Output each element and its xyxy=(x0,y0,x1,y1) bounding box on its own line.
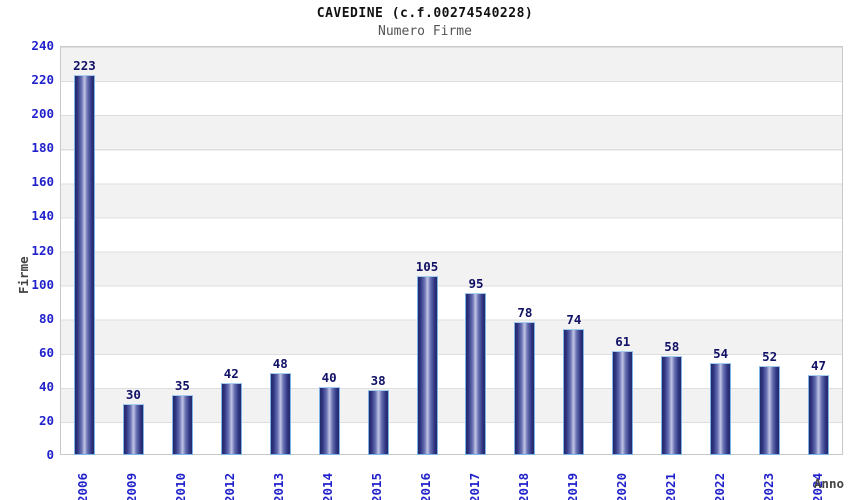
bar-2018 xyxy=(514,322,536,455)
x-tick-label: 2006 xyxy=(75,472,91,500)
bar-value-label: 61 xyxy=(615,334,631,350)
x-tick-label: 2010 xyxy=(173,472,189,500)
x-tick-label: 2012 xyxy=(222,472,238,500)
y-tick-label: 140 xyxy=(31,208,54,224)
bar-value-label: 105 xyxy=(415,259,439,275)
bar-value-label: 38 xyxy=(370,373,386,389)
y-tick-label: 100 xyxy=(31,276,54,292)
x-tick-label: 2015 xyxy=(369,472,385,500)
bar-2012 xyxy=(220,383,242,455)
y-tick-label: 120 xyxy=(31,242,54,258)
y-tick-label: 60 xyxy=(38,344,54,360)
bar-2010 xyxy=(171,395,193,455)
x-tick-label: 2013 xyxy=(271,472,287,500)
x-tick-label: 2023 xyxy=(760,472,776,500)
bar-2017 xyxy=(465,293,487,455)
x-tick-label: 2017 xyxy=(466,472,482,500)
chart-subtitle: Numero Firme xyxy=(378,24,472,39)
bar-2021 xyxy=(661,356,683,455)
y-tick-label: 160 xyxy=(31,174,54,190)
bar-2023 xyxy=(759,366,781,455)
y-tick-label: 40 xyxy=(38,378,54,394)
bar-2015 xyxy=(367,390,389,455)
chart-title: CAVEDINE (c.f.00274540228) xyxy=(316,6,534,21)
bar-value-label: 47 xyxy=(811,357,827,373)
bar-value-label: 58 xyxy=(664,339,680,355)
bar-value-label: 35 xyxy=(174,378,190,394)
bar-value-label: 95 xyxy=(468,276,484,292)
bar-2024 xyxy=(808,374,830,455)
bar-2020 xyxy=(612,351,634,455)
x-tick-label: 2022 xyxy=(711,472,727,500)
x-tick-label: 2020 xyxy=(613,472,629,500)
bar-2019 xyxy=(563,328,585,455)
bar-value-label: 40 xyxy=(321,369,337,385)
bar-value-label: 48 xyxy=(272,356,288,372)
bar-2009 xyxy=(122,403,144,455)
bar-value-label: 74 xyxy=(566,311,582,327)
x-tick-label: 2021 xyxy=(662,472,678,500)
y-tick-label: 0 xyxy=(46,447,54,462)
x-tick-label: 2009 xyxy=(124,472,140,500)
y-tick-label: 20 xyxy=(38,412,54,428)
x-axis-title: Anno xyxy=(813,476,844,491)
bar-2014 xyxy=(318,386,340,455)
x-tick-label: 2018 xyxy=(515,472,531,500)
y-tick-label: 180 xyxy=(31,140,54,156)
bar-value-label: 54 xyxy=(713,345,729,361)
y-tick-label: 200 xyxy=(31,106,54,122)
bar-2022 xyxy=(710,362,732,455)
x-tick-label: 2016 xyxy=(418,472,434,500)
x-tick-label: 2019 xyxy=(564,472,580,500)
bar-value-label: 78 xyxy=(517,305,533,321)
x-tick-label: 2014 xyxy=(320,472,336,500)
y-tick-label: 220 xyxy=(31,72,54,88)
y-tick-label: 80 xyxy=(38,310,54,326)
bar-2016 xyxy=(416,276,438,455)
bar-value-label: 223 xyxy=(73,57,96,73)
y-tick-label: 240 xyxy=(31,38,54,53)
bar-value-label: 42 xyxy=(223,366,239,382)
bar-2013 xyxy=(269,373,291,455)
bar-value-label: 52 xyxy=(762,349,778,365)
bar-2006 xyxy=(73,74,95,455)
bar-value-label: 30 xyxy=(125,386,141,402)
